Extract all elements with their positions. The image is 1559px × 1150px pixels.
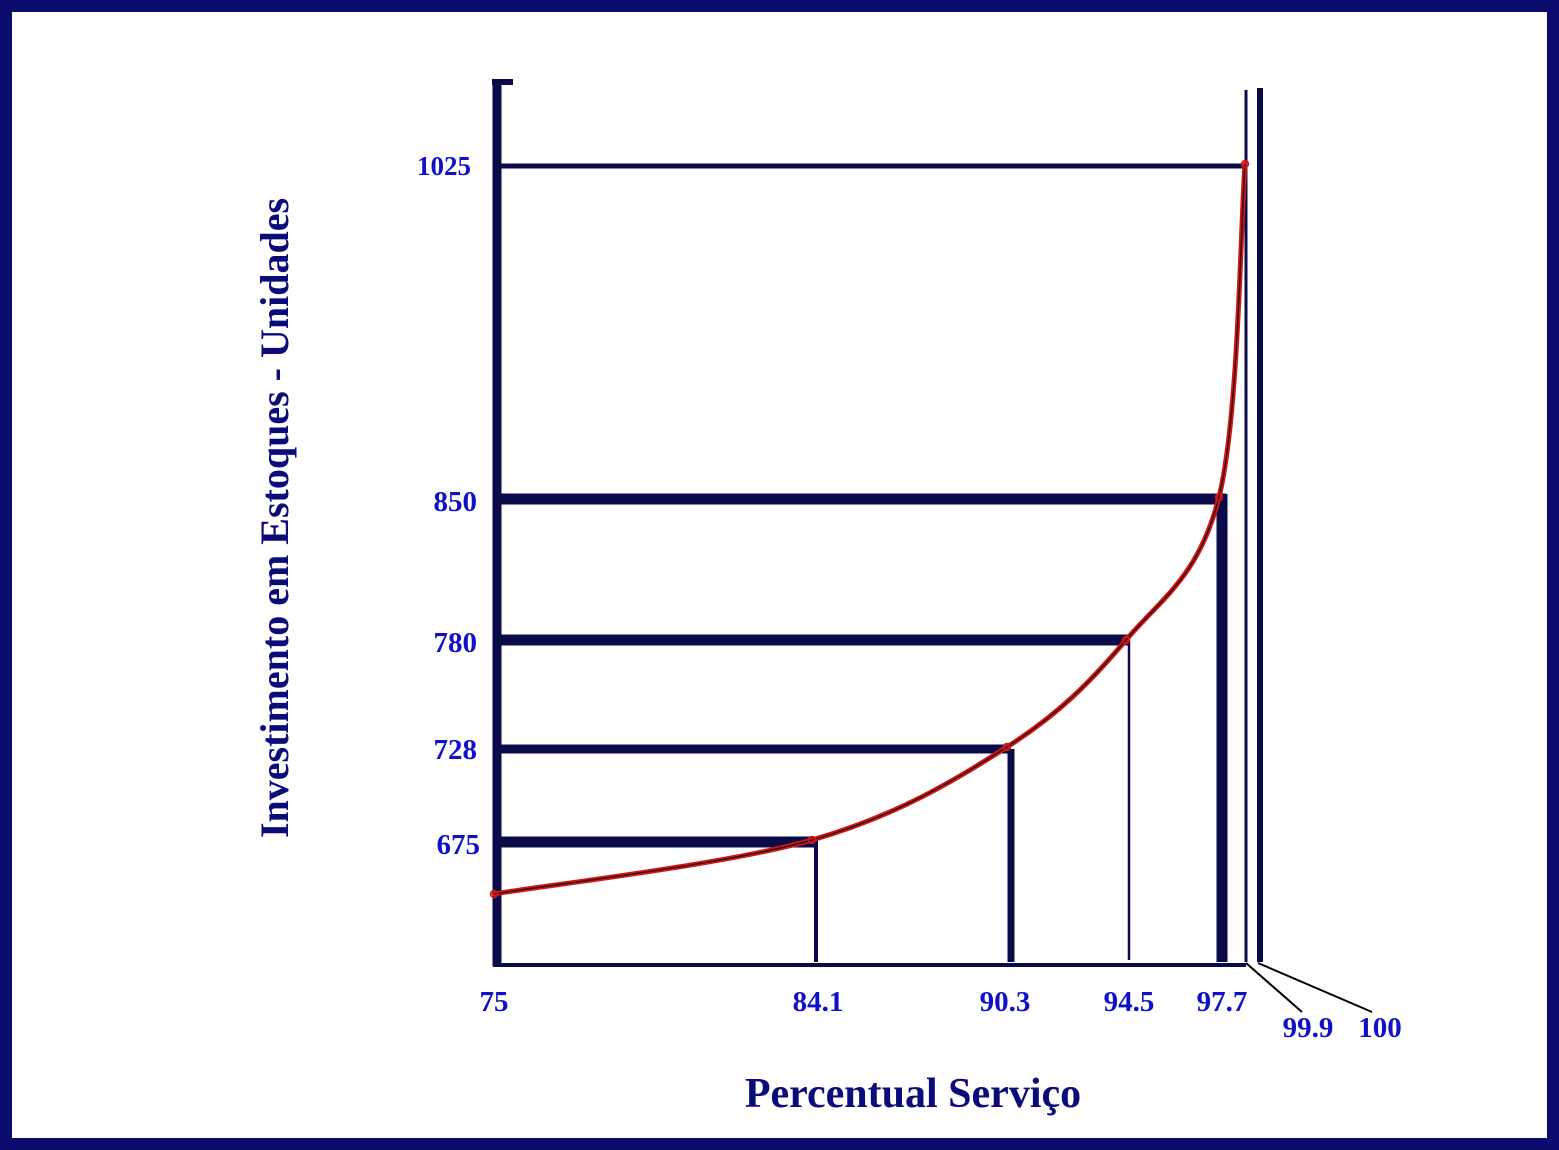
y-tick-label: 728	[434, 734, 478, 766]
y-axis-title: Investimento em Estoques - Unidades	[252, 198, 297, 838]
x-tick-label: 84.1	[793, 986, 844, 1018]
y-tick-label: 675	[437, 829, 481, 861]
x-tick-label: 90.3	[980, 986, 1031, 1018]
x-tick-label: 97.7	[1197, 986, 1248, 1018]
service-curve-core	[493, 163, 1246, 895]
x-tick-label: 94.5	[1104, 986, 1155, 1018]
data-point	[1121, 635, 1131, 645]
x-tick-label: 99.9	[1283, 1012, 1334, 1044]
x-tick-label: 100	[1358, 1012, 1402, 1044]
service-curve	[491, 161, 1248, 897]
leader-99-9	[1245, 962, 1303, 1013]
y-tick-label: 1025	[417, 151, 471, 181]
data-point	[1214, 492, 1224, 502]
data-point	[807, 835, 817, 845]
leader-100	[1257, 962, 1373, 1013]
data-point	[1002, 742, 1012, 752]
y-tick-label: 780	[434, 627, 478, 659]
x-tick-label: 75	[480, 986, 509, 1018]
data-point	[1240, 159, 1250, 169]
x-axis-title: Percentual Serviço	[745, 1071, 1081, 1117]
y-tick-label: 850	[434, 486, 478, 518]
data-point	[489, 889, 499, 899]
